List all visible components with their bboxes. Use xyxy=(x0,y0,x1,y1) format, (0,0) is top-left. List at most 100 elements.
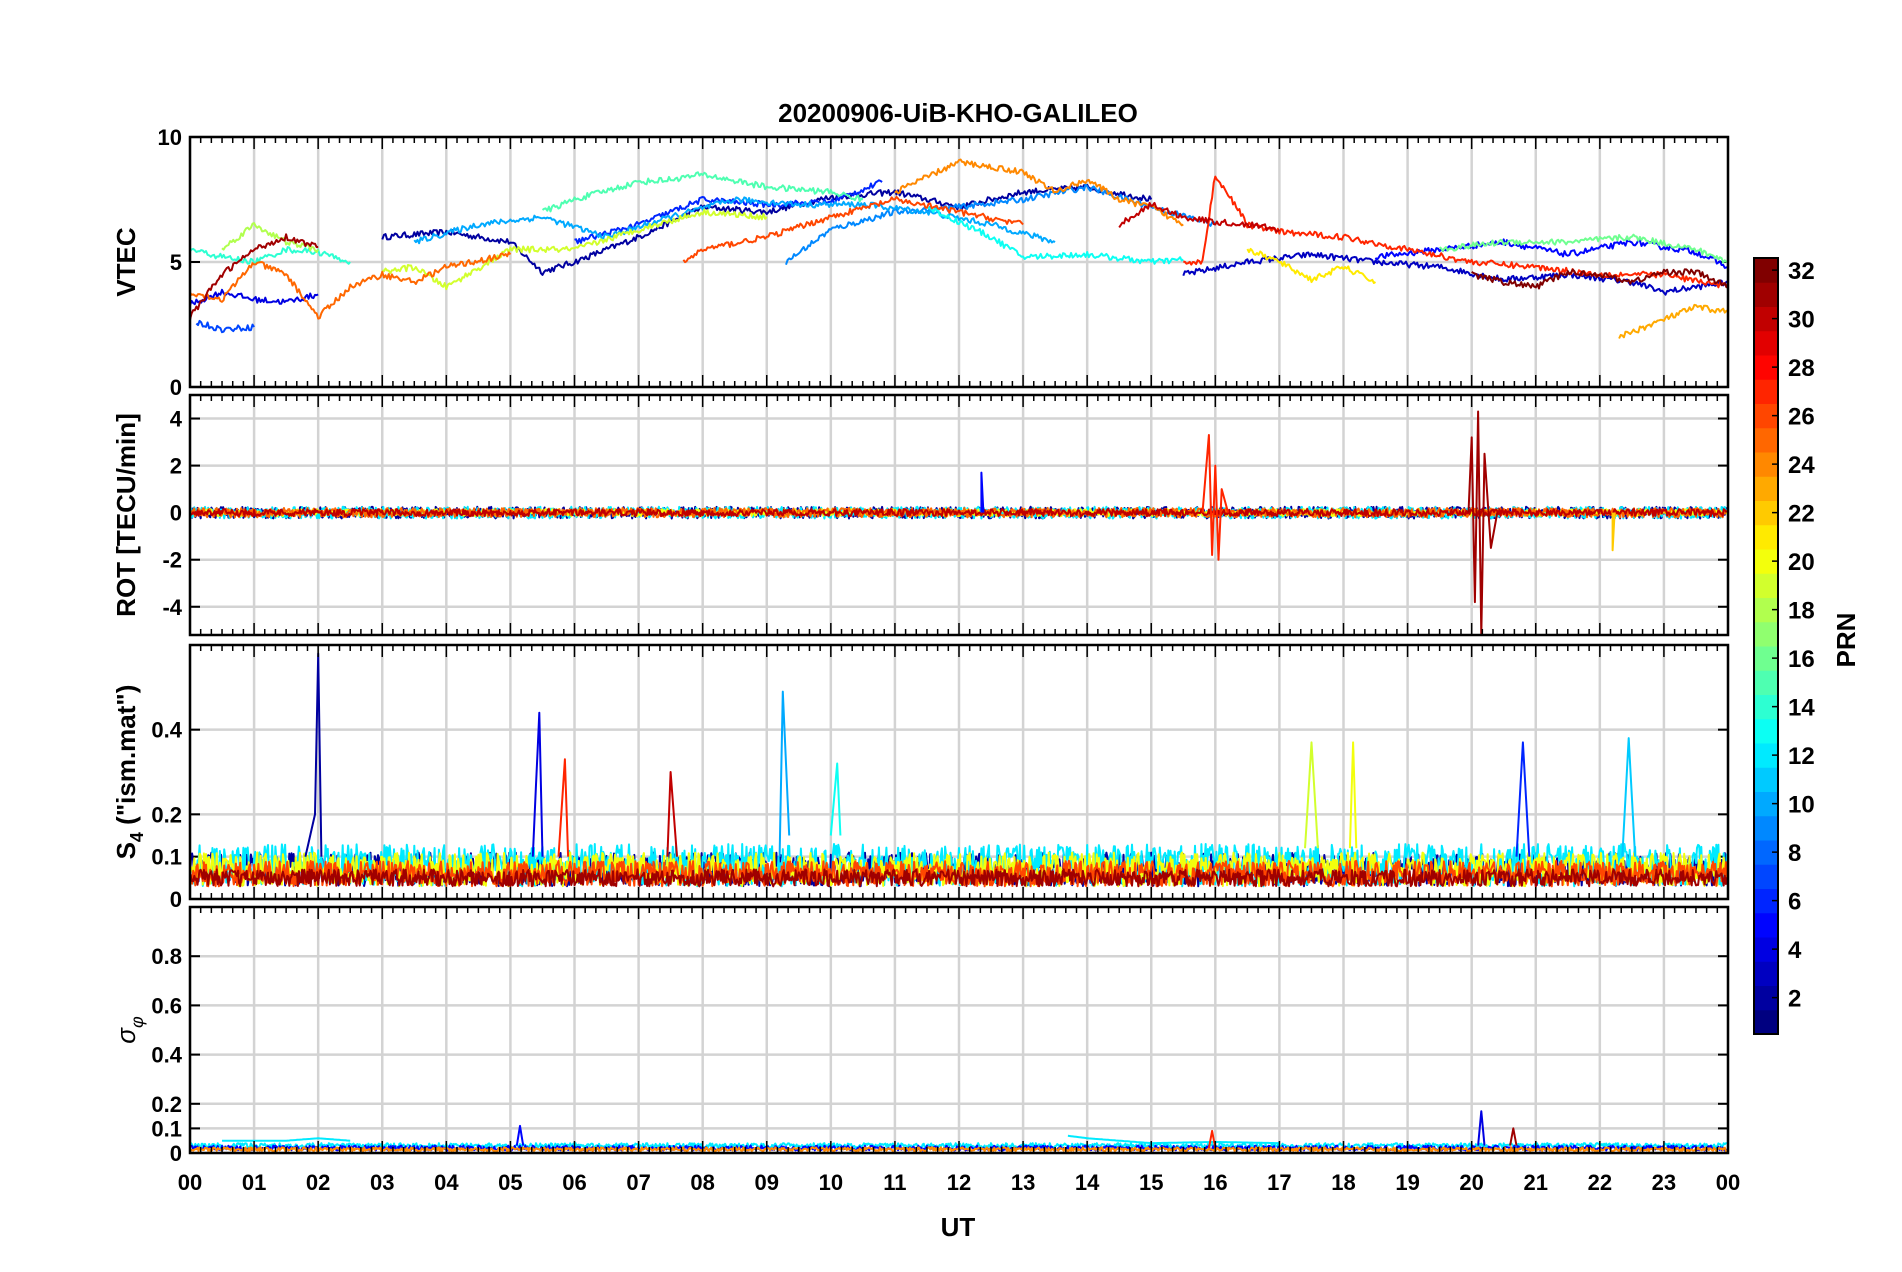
colorbar-step xyxy=(1754,282,1778,307)
y-tick-label: 0.6 xyxy=(151,993,182,1018)
colorbar-tick-label: 24 xyxy=(1788,452,1815,479)
series-line-prn-19 xyxy=(381,208,768,291)
series-line-prn-6 xyxy=(574,179,883,245)
y-tick-label: -4 xyxy=(162,595,182,620)
series-line-prn-32 xyxy=(1471,268,1728,290)
series-line-prn-5 xyxy=(515,1124,525,1146)
colorbar-step xyxy=(1754,670,1778,695)
series-line-prn-10 xyxy=(778,690,791,857)
colorbar-step xyxy=(1754,427,1778,453)
colorbar-tick-label: 26 xyxy=(1788,404,1815,431)
panel-3: 0 0.1 0.2 0.4S4 ("ism.mat") xyxy=(111,643,1730,912)
series-line-prn-27 xyxy=(1207,1129,1217,1149)
series-line-prn-7 xyxy=(195,319,255,334)
x-tick-label: 04 xyxy=(434,1170,459,1195)
series-group xyxy=(190,410,1728,635)
colorbar-tick-label: 32 xyxy=(1788,258,1815,285)
colorbar-tick-label: 8 xyxy=(1788,840,1801,867)
colorbar-tick-label: 14 xyxy=(1788,695,1815,722)
y-tick-label: 0 xyxy=(170,887,182,912)
y-tick-label: 0.2 xyxy=(151,1092,182,1117)
x-tick-label: 21 xyxy=(1524,1170,1548,1195)
series-line-prn-30 xyxy=(190,508,1728,518)
colorbar-step xyxy=(1754,767,1778,792)
series-line-prn-11 xyxy=(1621,737,1637,857)
series-line-prn-31 xyxy=(190,868,1728,888)
x-axis-label: UT xyxy=(941,1212,976,1242)
colorbar-tick-label: 22 xyxy=(1788,501,1815,528)
series-line-prn-4 xyxy=(190,288,319,306)
colorbar-tick-label: 30 xyxy=(1788,307,1815,334)
x-tick-label: 10 xyxy=(819,1170,843,1195)
series-line-prn-25 xyxy=(190,251,512,320)
panel-frame xyxy=(188,643,1730,901)
x-tick-label: 23 xyxy=(1652,1170,1676,1195)
y-tick-label: 10 xyxy=(158,125,182,150)
colorbar-frame xyxy=(1753,257,1779,1035)
colorbar-tick-label: 2 xyxy=(1788,986,1801,1013)
series-group xyxy=(190,652,1728,888)
series-line-prn-5 xyxy=(980,471,985,513)
series-line-prn-2 xyxy=(304,652,323,857)
y-tick-label: 0.1 xyxy=(151,1116,182,1141)
series-line-prn-18 xyxy=(221,222,320,253)
y-tick-label: 0.4 xyxy=(151,718,182,743)
y-tick-label: -2 xyxy=(162,548,182,573)
x-tick-label: 17 xyxy=(1267,1170,1291,1195)
colorbar-step xyxy=(1754,621,1778,647)
x-tick-label: 03 xyxy=(370,1170,394,1195)
colorbar-step xyxy=(1754,330,1778,356)
x-tick-label: 07 xyxy=(626,1170,650,1195)
colorbar-step xyxy=(1754,476,1778,501)
series-line-prn-20 xyxy=(1348,741,1358,849)
colorbar-step xyxy=(1754,864,1778,889)
colorbar-step xyxy=(1754,815,1778,841)
series-line-prn-12 xyxy=(1067,1134,1280,1145)
panel-4: 00.10.2 0.4 0.6 0.8 σφ xyxy=(111,905,1730,1166)
y-axis-label: VTEC xyxy=(111,227,141,297)
x-tick-label: 18 xyxy=(1331,1170,1355,1195)
colorbar-tick-label: 28 xyxy=(1788,355,1815,382)
x-tick-label: 05 xyxy=(498,1170,522,1195)
y-tick-label: 5 xyxy=(170,250,182,275)
x-tick-label: 06 xyxy=(562,1170,586,1195)
x-tick-label: 13 xyxy=(1011,1170,1035,1195)
series-line-prn-15 xyxy=(541,171,864,213)
colorbar-step xyxy=(1754,573,1778,598)
series-group xyxy=(190,158,1728,339)
panel-1: 0 5 10 VTEC xyxy=(111,125,1730,400)
colorbar-label: PRN xyxy=(1831,613,1861,668)
colorbar-tick-label: 16 xyxy=(1788,646,1815,673)
x-tick-label: 22 xyxy=(1588,1170,1612,1195)
series-line-prn-16 xyxy=(1438,233,1728,264)
x-tick-label: 00 xyxy=(178,1170,202,1195)
y-tick-label: 2 xyxy=(170,454,182,479)
x-tick-label: 01 xyxy=(242,1170,266,1195)
series-line-prn-27 xyxy=(557,758,570,857)
x-tick-label: 00 xyxy=(1716,1170,1740,1195)
panel-frame xyxy=(188,393,1730,637)
series-line-prn-24 xyxy=(894,158,1184,227)
colorbar-tick-label: 20 xyxy=(1788,549,1815,576)
colorbar-step xyxy=(1754,524,1778,550)
panel-frame xyxy=(188,905,1730,1155)
y-tick-label: 0.2 xyxy=(151,802,182,827)
series-line-prn-19 xyxy=(1304,741,1319,849)
colorbar-step xyxy=(1754,718,1778,744)
series-line-prn-23 xyxy=(1618,303,1728,339)
y-tick-label: 0.4 xyxy=(151,1043,182,1068)
x-tick-label: 12 xyxy=(947,1170,971,1195)
series-line-prn-30 xyxy=(666,771,678,857)
panel-frame xyxy=(188,135,1730,389)
y-axis-label: S4 ("ism.mat") xyxy=(111,685,147,860)
y-tick-label: 0 xyxy=(170,501,182,526)
series-line-prn-14 xyxy=(190,246,351,266)
series-line-prn-31 xyxy=(1509,1127,1518,1146)
chart-title: 20200906-UiB-KHO-GALILEO xyxy=(778,98,1138,128)
x-tick-label: 20 xyxy=(1459,1170,1483,1195)
y-tick-label: 0 xyxy=(170,375,182,400)
colorbar-tick-label: 6 xyxy=(1788,889,1801,916)
